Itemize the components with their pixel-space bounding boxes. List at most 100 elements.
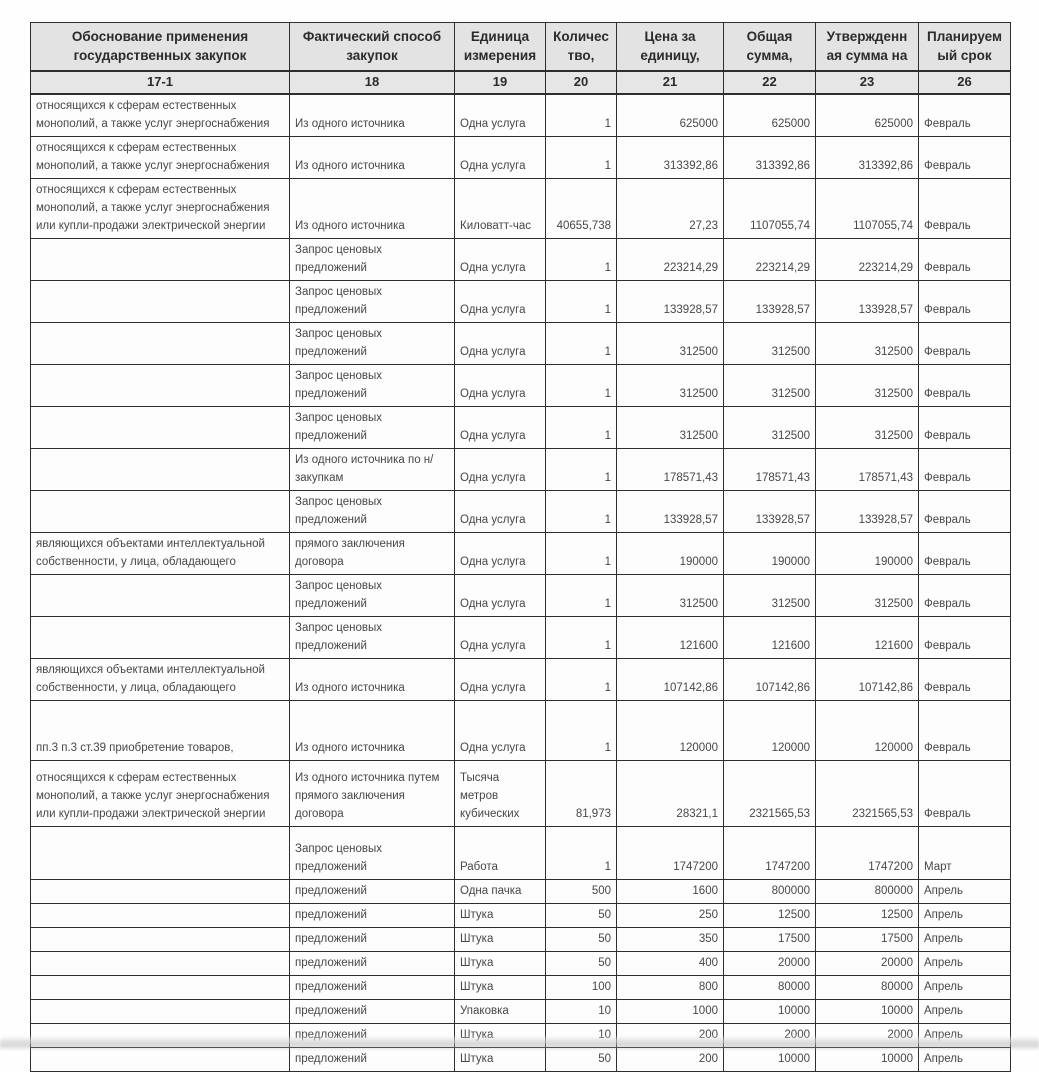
- cell-quantity: 50: [545, 902, 617, 928]
- cell-planned-period: Апрель: [918, 902, 1011, 928]
- cell-approved-sum: 800000: [815, 878, 919, 904]
- cell-total-sum: 1747200: [723, 825, 816, 880]
- cell-total-sum: 312500: [723, 321, 816, 365]
- cell-unit-price: 190000: [616, 531, 724, 575]
- cell-quantity: 1: [545, 321, 617, 365]
- cell-approved-sum: 1747200: [815, 825, 919, 880]
- cell-quantity: 500: [545, 878, 617, 904]
- cell-unit-price: 223214,29: [616, 237, 724, 281]
- cell-justification: [30, 489, 290, 533]
- cell-quantity: 1: [545, 825, 617, 880]
- cell-approved-sum: 312500: [815, 405, 919, 449]
- cell-justification: [30, 926, 290, 952]
- table-row: предложений Штука 50 350 17500 17500 Апр…: [30, 926, 1011, 952]
- scanned-procurement-table-page: Обоснование применения государственных з…: [0, 22, 1039, 1072]
- cell-approved-sum: 133928,57: [815, 279, 919, 323]
- cell-unit: Штука: [454, 950, 546, 976]
- col-number-21: 21: [616, 70, 724, 95]
- table-row: относящихся к сферам естественных монопо…: [30, 759, 1011, 827]
- header-label-row: Обоснование применения государственных з…: [30, 22, 1011, 72]
- cell-approved-sum: 80000: [815, 974, 919, 1000]
- cell-planned-period: Февраль: [918, 135, 1011, 179]
- cell-total-sum: 313392,86: [723, 135, 816, 179]
- cell-unit: Одна услуга: [454, 237, 546, 281]
- cell-justification: [30, 878, 290, 904]
- cell-quantity: 40655,738: [545, 177, 617, 239]
- cell-quantity: 1: [545, 405, 617, 449]
- cell-approved-sum: 223214,29: [815, 237, 919, 281]
- cell-unit: Одна услуга: [454, 135, 546, 179]
- cell-method: Запрос ценовых предложений: [289, 615, 455, 659]
- cell-unit: Штука: [454, 926, 546, 952]
- cell-quantity: 50: [545, 950, 617, 976]
- col-number-26: 26: [918, 70, 1011, 95]
- cell-justification: являющихся объектами интеллектуальной со…: [30, 657, 290, 701]
- cell-unit-price: 350: [616, 926, 724, 952]
- cell-total-sum: 133928,57: [723, 489, 816, 533]
- cell-justification: [30, 1046, 290, 1072]
- cell-method: Запрос ценовых предложений: [289, 279, 455, 323]
- cell-justification: [30, 998, 290, 1024]
- cell-total-sum: 20000: [723, 950, 816, 976]
- col-header-approved-sum: Утвержденн ая сумма на: [815, 22, 919, 72]
- cell-planned-period: Апрель: [918, 878, 1011, 904]
- cell-method: Запрос ценовых предложений: [289, 825, 455, 880]
- cell-planned-period: Февраль: [918, 657, 1011, 701]
- cell-total-sum: 1107055,74: [723, 177, 816, 239]
- cell-total-sum: 190000: [723, 531, 816, 575]
- cell-justification: относящихся к сферам естественных монопо…: [30, 759, 290, 827]
- cell-method: Из одного источника: [289, 699, 455, 761]
- cell-unit-price: 28321,1: [616, 759, 724, 827]
- cell-unit: Упаковка: [454, 998, 546, 1024]
- cell-planned-period: Апрель: [918, 974, 1011, 1000]
- cell-unit-price: 312500: [616, 405, 724, 449]
- cell-unit-price: 312500: [616, 321, 724, 365]
- cell-justification: [30, 615, 290, 659]
- col-header-unit: Единица измерения: [454, 22, 546, 72]
- cell-quantity: 1: [545, 135, 617, 179]
- cell-unit: Работа: [454, 825, 546, 880]
- cell-total-sum: 133928,57: [723, 279, 816, 323]
- cell-unit-price: 27,23: [616, 177, 724, 239]
- cell-approved-sum: 133928,57: [815, 489, 919, 533]
- cell-quantity: 10: [545, 998, 617, 1024]
- cell-unit-price: 1747200: [616, 825, 724, 880]
- cell-quantity: 1: [545, 657, 617, 701]
- cell-total-sum: 12500: [723, 902, 816, 928]
- cell-unit: Одна услуга: [454, 573, 546, 617]
- cell-unit-price: 133928,57: [616, 489, 724, 533]
- scan-shadow-band: [0, 1038, 1039, 1044]
- cell-unit-price: 200: [616, 1046, 724, 1072]
- procurement-table: Обоснование применения государственных з…: [30, 22, 1011, 1072]
- cell-justification: [30, 447, 290, 491]
- cell-planned-period: Март: [918, 825, 1011, 880]
- cell-method: Из одного источника путем прямого заключ…: [289, 759, 455, 827]
- cell-planned-period: Февраль: [918, 405, 1011, 449]
- cell-method: Из одного источника по н/ закупкам: [289, 447, 455, 491]
- cell-method: Запрос ценовых предложений: [289, 237, 455, 281]
- table-row: Запрос ценовых предложений Одна услуга 1…: [30, 279, 1011, 323]
- cell-quantity: 50: [545, 1046, 617, 1072]
- cell-method: предложений: [289, 998, 455, 1024]
- cell-approved-sum: 313392,86: [815, 135, 919, 179]
- cell-unit-price: 121600: [616, 615, 724, 659]
- cell-unit: Киловатт-час: [454, 177, 546, 239]
- cell-approved-sum: 2321565,53: [815, 759, 919, 827]
- cell-approved-sum: 17500: [815, 926, 919, 952]
- table-row: относящихся к сферам естественных монопо…: [30, 93, 1011, 137]
- cell-total-sum: 312500: [723, 405, 816, 449]
- cell-unit: Одна услуга: [454, 531, 546, 575]
- cell-justification: являющихся объектами интеллектуальной со…: [30, 531, 290, 575]
- cell-total-sum: 312500: [723, 363, 816, 407]
- cell-method: предложений: [289, 878, 455, 904]
- cell-approved-sum: 312500: [815, 321, 919, 365]
- cell-planned-period: Февраль: [918, 615, 1011, 659]
- cell-method: предложений: [289, 926, 455, 952]
- col-number-20: 20: [545, 70, 617, 95]
- table-row: относящихся к сферам естественных монопо…: [30, 135, 1011, 179]
- cell-total-sum: 312500: [723, 573, 816, 617]
- cell-unit-price: 312500: [616, 363, 724, 407]
- cell-method: предложений: [289, 1046, 455, 1072]
- cell-quantity: 1: [545, 279, 617, 323]
- cell-method: Из одного источника: [289, 177, 455, 239]
